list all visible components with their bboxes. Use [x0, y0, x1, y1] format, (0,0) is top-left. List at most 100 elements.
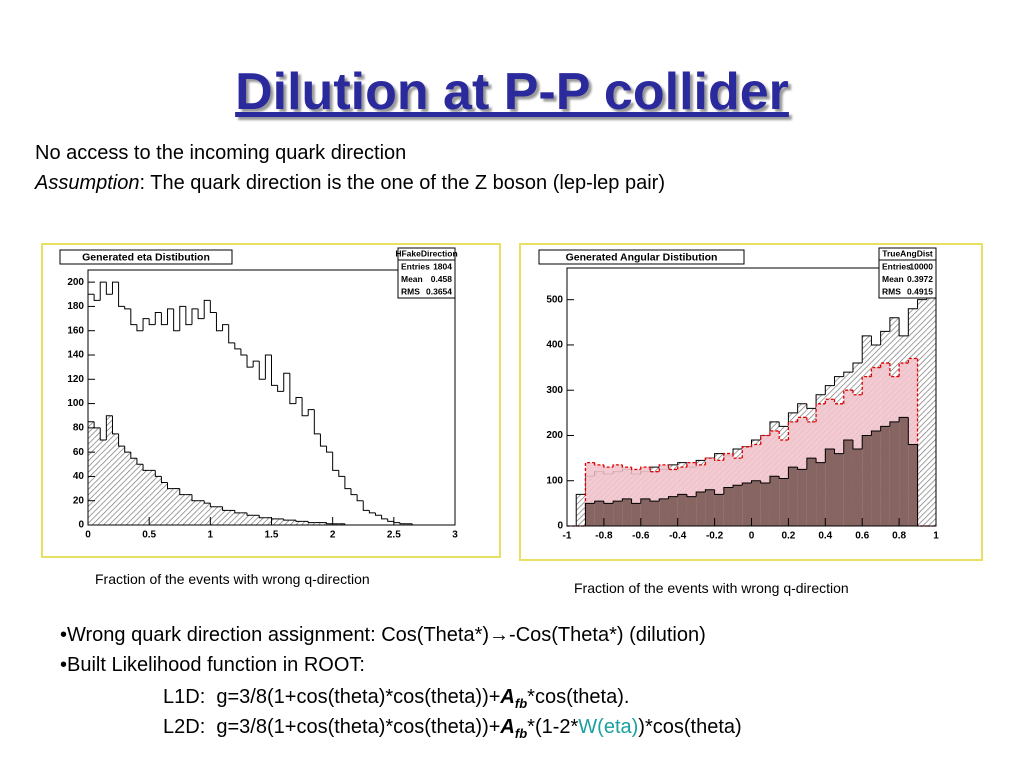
hist-edge: [197, 308, 205, 320]
hist-edge: [889, 421, 900, 427]
hist-edge: [824, 385, 835, 395]
hist-edge: [111, 415, 119, 435]
hist-bin: [769, 476, 780, 526]
hist-bin: [167, 488, 174, 525]
hist-bin: [179, 494, 186, 525]
hist-bin: [917, 299, 927, 526]
hist-edge: [778, 476, 789, 479]
hist-edge: [677, 493, 687, 497]
hist-edge: [787, 421, 798, 440]
hist-edge: [148, 318, 156, 326]
hist-bin: [650, 501, 660, 526]
y-tick-label: 80: [73, 422, 85, 433]
hist-bin: [338, 523, 345, 525]
hist-bin: [88, 421, 95, 525]
hist-edge: [594, 500, 604, 504]
x-tick-label: 1: [208, 530, 214, 541]
hist-edge: [695, 491, 706, 497]
x-tick-label: -0.2: [706, 531, 724, 542]
stats-value: 0.3654: [426, 286, 452, 296]
chart-caption: Fraction of the events with wrong q-dire…: [574, 580, 849, 596]
hist-edge: [824, 448, 835, 463]
hist-edge: [907, 308, 918, 336]
chart-title: Generated Angular Distibution: [566, 251, 718, 263]
hist-edge: [870, 335, 881, 346]
x-tick-label: -1: [563, 531, 572, 542]
chart-caption: Fraction of the events with wrong q-dire…: [95, 571, 370, 587]
y-tick-label: 200: [546, 430, 563, 441]
y-tick-label: 100: [67, 398, 84, 409]
hist-bin: [603, 503, 614, 526]
hist-bin: [843, 440, 853, 526]
hist-edge: [234, 510, 241, 514]
hist-edge: [861, 375, 872, 395]
hist-edge: [677, 466, 687, 470]
hist-edge: [833, 399, 844, 405]
hist-edge: [228, 324, 235, 344]
hist-bin: [94, 427, 101, 525]
hist-edge: [806, 403, 817, 409]
x-tick-label: 0.8: [892, 531, 906, 542]
hist-bin: [686, 496, 697, 526]
hist-bin: [603, 467, 614, 526]
hist-edge: [898, 317, 909, 337]
hist-edge: [307, 409, 315, 416]
hist-edge: [778, 430, 789, 441]
hist-edge: [289, 373, 296, 405]
hist-edge: [649, 467, 660, 473]
hist-edge: [326, 446, 333, 453]
hist-bin: [714, 460, 724, 526]
hist-edge: [778, 421, 789, 427]
hist-edge: [667, 464, 678, 471]
hist-bin: [191, 500, 199, 525]
hist-edge: [815, 403, 826, 422]
hist-edge: [649, 498, 660, 502]
stats-value: 1804: [433, 261, 452, 271]
hist-edge: [173, 308, 180, 332]
stats-value: 0.4915: [907, 286, 933, 296]
hist-edge: [760, 480, 770, 484]
hist-edge: [714, 453, 724, 459]
hist-edge: [640, 498, 651, 504]
hist-bin: [326, 523, 333, 525]
hist-bin: [594, 464, 604, 526]
hist-edge: [105, 415, 113, 440]
hist-bin: [210, 506, 217, 525]
y-tick-label: 140: [67, 350, 84, 361]
hist-edge: [741, 482, 752, 486]
stats-label: RMS: [401, 286, 420, 296]
x-tick-label: 0: [85, 530, 91, 541]
stats-label: Mean: [401, 274, 423, 284]
text: : The quark direction is the one of the …: [139, 172, 665, 194]
x-tick-label: 0.2: [781, 531, 795, 542]
hist-edge: [843, 439, 853, 454]
hist-edge: [621, 498, 632, 502]
y-tick-label: 160: [67, 325, 84, 336]
hist-edge: [732, 484, 743, 488]
x-tick-label: 0: [749, 531, 755, 542]
hist-edge: [154, 470, 162, 477]
hist-bin: [899, 417, 909, 526]
hist-edge: [344, 476, 352, 490]
hist-bin: [228, 510, 235, 525]
hist-edge: [93, 294, 101, 301]
hist-bin: [143, 470, 150, 525]
hist-bin: [889, 421, 900, 526]
hist-edge: [584, 502, 595, 526]
hist-bin: [130, 458, 137, 525]
x-tick-label: -0.6: [632, 531, 650, 542]
hist-bin: [234, 512, 241, 525]
label: L1D:: [163, 686, 206, 708]
hist-edge: [843, 371, 853, 377]
hist-bin: [253, 515, 260, 525]
hist-bin: [871, 430, 881, 526]
hist-bin: [332, 523, 339, 525]
formula: L1D: g=3/8(1+cos(theta)*cos(theta))+Afb*…: [163, 686, 629, 711]
hist-bin: [240, 512, 248, 525]
hist-bin: [650, 471, 660, 526]
hist-bin: [834, 453, 844, 526]
hist-edge: [381, 515, 388, 520]
hist-edge: [105, 282, 113, 295]
stats-label: RMS: [882, 286, 901, 296]
